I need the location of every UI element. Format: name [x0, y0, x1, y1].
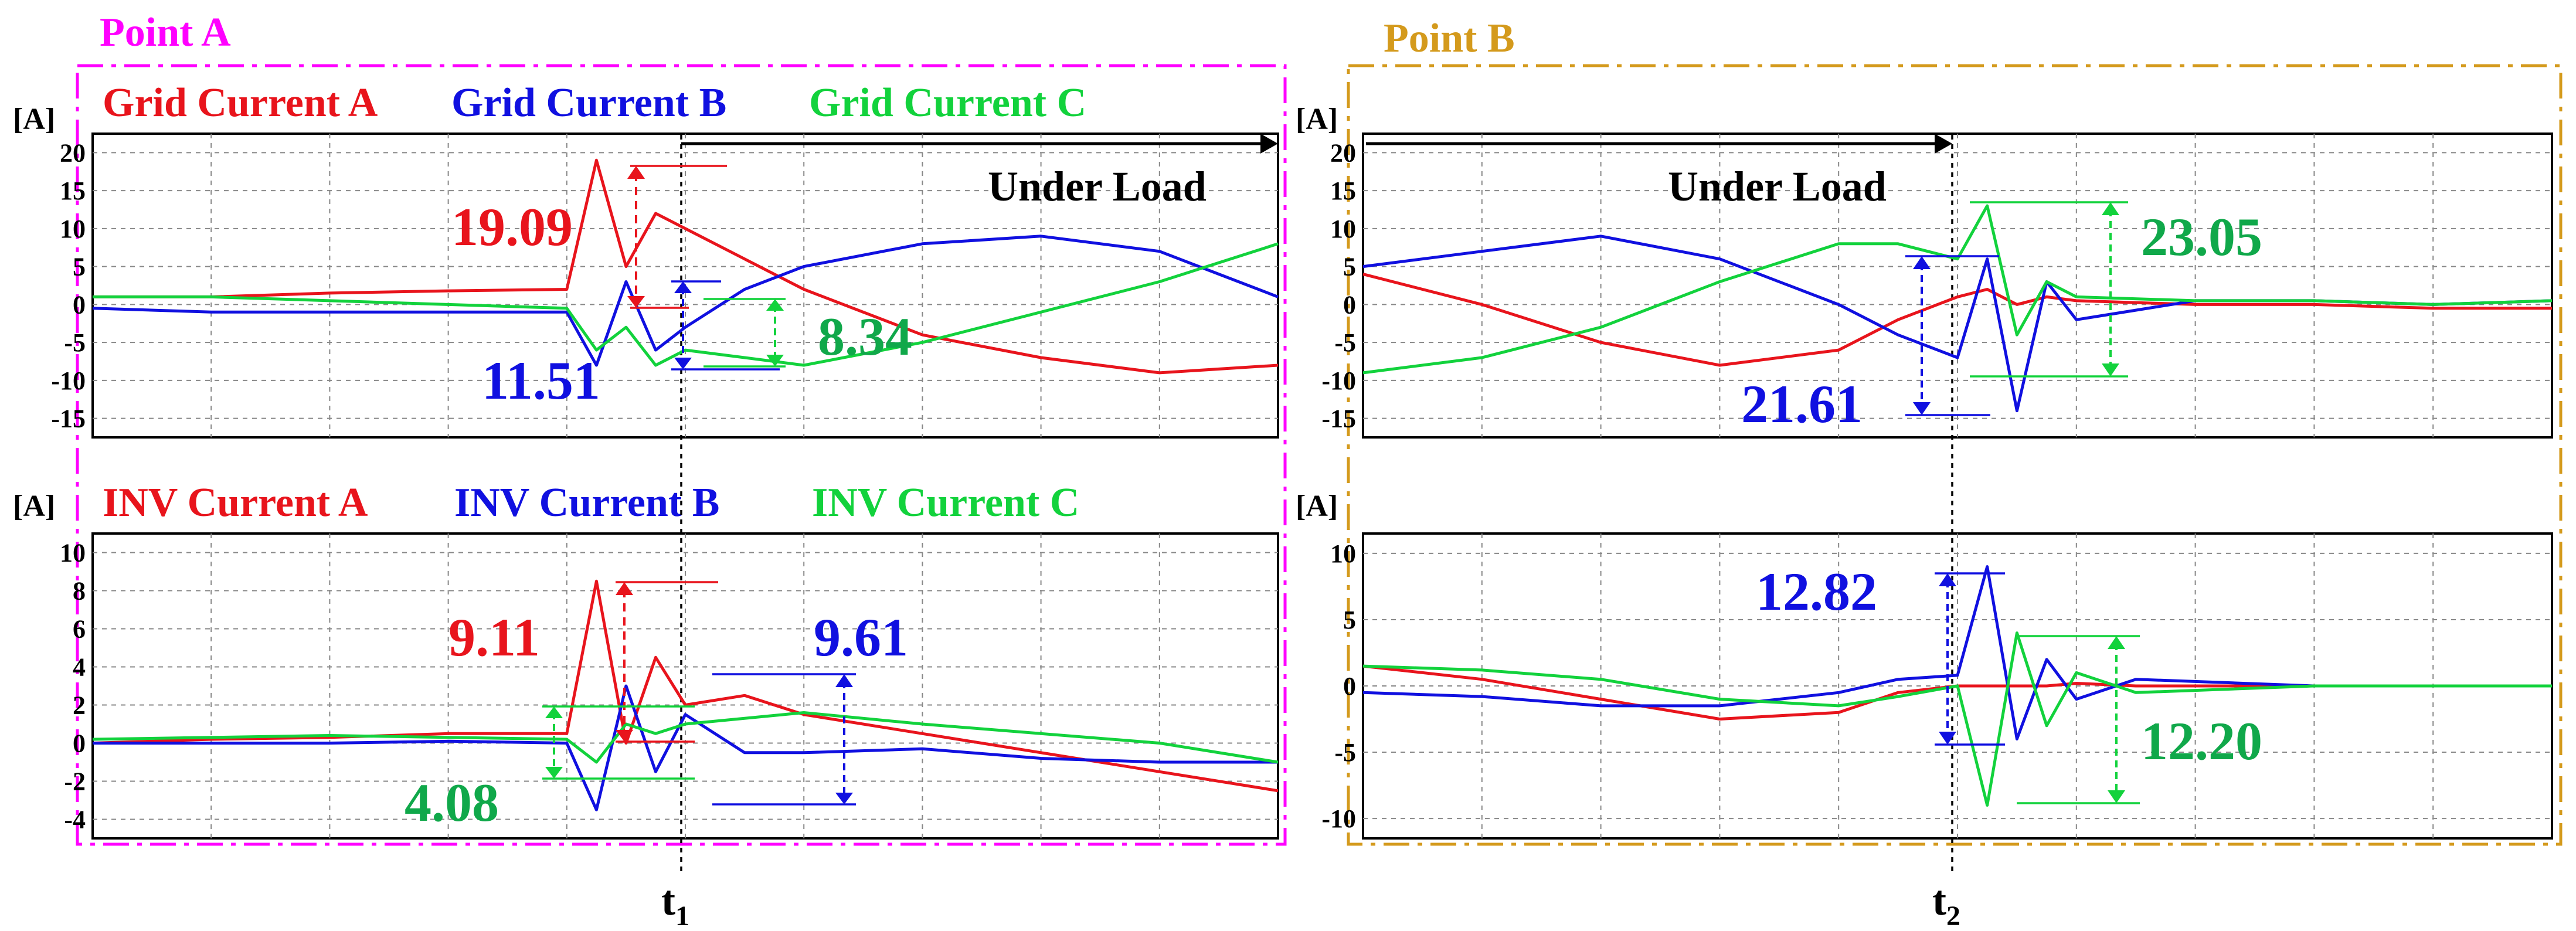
t1-label: t1 — [661, 877, 689, 931]
y-tick-label: -5 — [64, 328, 86, 357]
y-tick-label: 10 — [60, 215, 86, 243]
y-tick-label: 10 — [1330, 539, 1356, 568]
legend-grid-current-b: Grid Current B — [451, 80, 726, 125]
annotations-inv-point-a: 9.11 9.61 4.08 — [405, 581, 908, 833]
y-tick-label: -10 — [51, 366, 86, 395]
under-load-arrowhead-a — [1260, 134, 1278, 154]
under-load-label-b: Under Load — [1668, 163, 1887, 210]
y-tick-label: -10 — [1321, 804, 1356, 833]
y-tick-label: 0 — [73, 729, 86, 758]
y-tick-label: 0 — [1343, 290, 1356, 319]
value-8-34: 8.34 — [818, 307, 912, 366]
value-12-82: 12.82 — [1756, 562, 1877, 621]
point-a-title: Point A — [100, 10, 231, 55]
y-tick-label: -4 — [64, 806, 86, 834]
y-tick-label: 5 — [1343, 606, 1356, 634]
value-12-20: 12.20 — [2141, 711, 2262, 771]
y-tick-label: 5 — [73, 253, 86, 281]
point-b-frame — [1347, 64, 2563, 846]
under-load-label-a: Under Load — [988, 163, 1207, 210]
grid-unit-label-b: [A] — [1296, 103, 1338, 136]
under-load-arrowhead-b — [1935, 134, 1952, 154]
grid-unit-label-a: [A] — [13, 103, 55, 136]
y-tick-label: 4 — [73, 653, 86, 682]
t1-subscript: 1 — [675, 901, 689, 931]
y-tick-label: -2 — [64, 767, 86, 796]
value-11-51: 11.51 — [482, 351, 600, 410]
y-tick-label: -5 — [1334, 328, 1356, 357]
value-4-08: 4.08 — [405, 773, 499, 833]
value-9-61: 9.61 — [814, 607, 908, 667]
y-tick-label: -15 — [1321, 405, 1356, 433]
y-tick-label: -5 — [1334, 738, 1356, 767]
y-tick-label: 2 — [73, 691, 86, 720]
y-tick-label: 15 — [1330, 176, 1356, 205]
legend-grid-current-c: Grid Current C — [809, 80, 1086, 125]
y-tick-label: 20 — [60, 138, 86, 167]
legend-inv-current-c: INV Current C — [812, 480, 1079, 525]
point-b-title: Point B — [1384, 16, 1515, 61]
legend-inv-current-b: INV Current B — [454, 480, 719, 525]
y-tick-label: 6 — [73, 615, 86, 644]
plot-inv-point-a: 10 8 6 4 2 0 -2 -4 — [60, 532, 1279, 840]
y-tick-label: 10 — [1330, 215, 1356, 243]
value-9-11: 9.11 — [448, 607, 540, 667]
plot-grid-point-b: 20 15 10 5 0 -5 -10 -15 — [1321, 132, 2553, 439]
y-tick-label: 8 — [73, 577, 86, 606]
t2-label: t2 — [1932, 877, 1960, 931]
y-tick-label: 10 — [60, 539, 86, 568]
y-tick-label: -15 — [51, 405, 86, 433]
point-a-frame — [76, 64, 1287, 846]
t2-subscript: 2 — [1946, 901, 1960, 931]
y-tick-label: 20 — [1330, 138, 1356, 167]
value-21-61: 21.61 — [1741, 374, 1863, 434]
annotations-grid-point-a: 19.09 11.51 8.34 — [451, 165, 912, 410]
inv-unit-label-a: [A] — [13, 490, 55, 523]
y-tick-label: 15 — [60, 176, 86, 205]
y-tick-label: 5 — [1343, 253, 1356, 281]
legend-grid-current-a: Grid Current A — [103, 80, 378, 125]
y-tick-label: -10 — [1321, 366, 1356, 395]
annotations-grid-point-b: 23.05 21.61 — [1741, 201, 2262, 434]
inv-unit-label-b: [A] — [1296, 490, 1338, 523]
y-tick-label: 0 — [73, 290, 86, 319]
legend-inv-current-a: INV Current A — [103, 480, 368, 525]
value-19-09: 19.09 — [451, 197, 573, 257]
y-tick-label: 0 — [1343, 672, 1356, 701]
value-23-05: 23.05 — [2141, 207, 2262, 267]
annotations-inv-point-b: 12.82 12.20 — [1756, 562, 2262, 804]
